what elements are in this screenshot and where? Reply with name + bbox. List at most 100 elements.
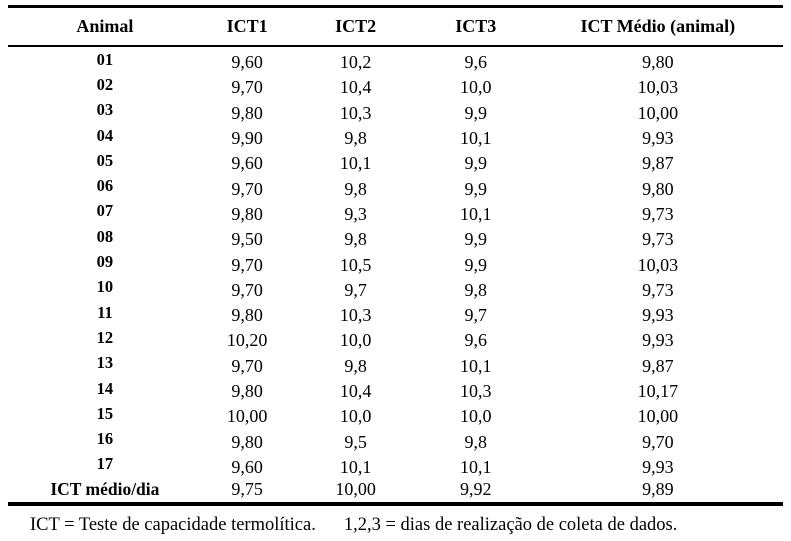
animal-id-cell: 08 xyxy=(96,226,114,246)
value-cell: 9,70 xyxy=(231,77,263,98)
animal-id-cell: 15 xyxy=(96,403,114,423)
value-cell: 10,3 xyxy=(339,102,372,123)
animal-id-cell: 14 xyxy=(96,378,114,398)
value-cell: 9,3 xyxy=(344,203,367,224)
table-row: 08 9,50 9,8 9,9 9,73 xyxy=(8,224,783,250)
value-cell: 9,9 xyxy=(464,102,487,123)
value-cell: 10,1 xyxy=(459,456,492,477)
animal-id-cell: 05 xyxy=(96,150,114,170)
value-cell: 9,60 xyxy=(231,456,263,477)
table-row: 16 9,80 9,5 9,8 9,70 xyxy=(8,426,783,452)
value-cell: 10,20 xyxy=(226,330,268,351)
value-cell: 10,00 xyxy=(226,406,268,427)
table-row: 01 9,60 10,2 9,6 9,80 xyxy=(8,46,783,73)
value-cell: 9,70 xyxy=(642,431,674,452)
value-cell: 10,00 xyxy=(637,102,679,123)
column-header-ict1: ICT1 xyxy=(201,6,293,47)
table-row: 04 9,90 9,8 10,1 9,93 xyxy=(8,123,783,149)
value-cell: 9,9 xyxy=(464,229,487,250)
ict-table: Animal ICT1 ICT2 ICT3 ICT Médio (animal)… xyxy=(8,5,783,507)
value-cell: 9,89 xyxy=(642,479,674,500)
footnote-definition-ict: ICT = Teste de capacidade termolítica. xyxy=(30,515,316,536)
value-cell: 9,80 xyxy=(231,305,263,326)
table-row: 03 9,80 10,3 9,9 10,00 xyxy=(8,98,783,123)
animal-id-cell: 01 xyxy=(96,49,114,69)
value-cell: 9,93 xyxy=(642,330,674,351)
header-row: Animal ICT1 ICT2 ICT3 ICT Médio (animal) xyxy=(8,6,783,47)
value-cell: 9,70 xyxy=(231,254,263,275)
column-header-ict-medio: ICT Médio (animal) xyxy=(532,6,783,47)
value-cell: 10,03 xyxy=(637,77,679,98)
value-cell: 9,92 xyxy=(459,479,492,500)
animal-id-cell: 04 xyxy=(96,125,114,145)
animal-id-cell: 17 xyxy=(96,454,114,474)
value-cell: 10,2 xyxy=(339,52,372,73)
column-header-ict2: ICT2 xyxy=(292,6,419,47)
value-cell: 10,1 xyxy=(459,355,492,376)
value-cell: 9,9 xyxy=(464,153,487,174)
value-cell: 9,80 xyxy=(231,102,263,123)
table-row: 10 9,70 9,7 9,8 9,73 xyxy=(8,275,783,300)
table-row: 07 9,80 9,3 10,1 9,73 xyxy=(8,199,783,224)
value-cell: 10,5 xyxy=(339,254,372,275)
table-row: 11 9,80 10,3 9,7 9,93 xyxy=(8,300,783,326)
value-cell: 9,8 xyxy=(464,279,487,300)
value-cell: 10,0 xyxy=(339,330,372,351)
value-cell: 10,3 xyxy=(459,381,492,401)
value-cell: 10,1 xyxy=(459,203,492,224)
table-row: 05 9,60 10,1 9,9 9,87 xyxy=(8,148,783,174)
value-cell: 10,0 xyxy=(459,406,492,427)
value-cell: 9,9 xyxy=(464,254,487,275)
animal-id-cell: 11 xyxy=(97,302,113,322)
value-cell: 10,00 xyxy=(335,479,376,500)
value-cell: 9,93 xyxy=(642,456,674,477)
animal-id-cell: 13 xyxy=(96,353,114,373)
value-cell: 9,70 xyxy=(231,178,263,199)
value-cell: 9,80 xyxy=(231,381,263,401)
table-row: 12 10,20 10,0 9,6 9,93 xyxy=(8,325,783,351)
value-cell: 9,87 xyxy=(642,355,674,376)
table-row: 17 9,60 10,1 10,1 9,93 xyxy=(8,452,783,477)
summary-label-cell: ICT médio/dia xyxy=(50,479,160,500)
value-cell: 10,0 xyxy=(459,77,492,98)
value-cell: 9,75 xyxy=(231,479,263,500)
value-cell: 9,60 xyxy=(231,52,263,73)
value-cell: 9,6 xyxy=(464,52,487,73)
animal-id-cell: 10 xyxy=(96,277,114,297)
table-body: 01 9,60 10,2 9,6 9,80 02 9,70 10,4 10,0 10,03 03 9,… xyxy=(8,46,783,504)
value-cell: 10,0 xyxy=(339,406,372,427)
value-cell: 9,8 xyxy=(464,431,487,452)
value-cell: 9,80 xyxy=(231,203,263,224)
value-cell: 9,70 xyxy=(231,355,263,376)
value-cell: 9,9 xyxy=(464,178,487,199)
value-cell: 10,1 xyxy=(459,128,492,149)
value-cell: 9,80 xyxy=(642,52,674,73)
animal-id-cell: 12 xyxy=(96,327,114,347)
table-row: 13 9,70 9,8 10,1 9,87 xyxy=(8,351,783,376)
animal-id-cell: 02 xyxy=(96,74,114,94)
value-cell: 9,8 xyxy=(344,355,367,376)
value-cell: 9,90 xyxy=(231,128,263,149)
value-cell: 10,00 xyxy=(637,406,679,427)
value-cell: 9,73 xyxy=(642,229,674,250)
value-cell: 9,7 xyxy=(344,279,367,300)
value-cell: 9,6 xyxy=(464,330,487,351)
value-cell: 9,5 xyxy=(344,431,367,452)
animal-id-cell: 06 xyxy=(96,176,114,196)
value-cell: 9,8 xyxy=(344,128,367,149)
table-row: 15 10,00 10,0 10,0 10,00 xyxy=(8,401,783,427)
table-row: 06 9,70 9,8 9,9 9,80 xyxy=(8,173,783,199)
animal-id-cell: 09 xyxy=(96,252,114,272)
footnote-definition-days: 1,2,3 = dias de realização de coleta de … xyxy=(343,515,678,536)
value-cell: 9,87 xyxy=(642,153,674,174)
value-cell: 9,73 xyxy=(642,203,674,224)
table-row: 02 9,70 10,4 10,0 10,03 xyxy=(8,72,783,98)
value-cell: 10,1 xyxy=(339,153,372,174)
value-cell: 10,03 xyxy=(637,254,679,275)
value-cell: 9,7 xyxy=(464,305,487,326)
value-cell: 10,3 xyxy=(339,305,372,326)
column-header-animal: Animal xyxy=(8,6,202,47)
value-cell: 10,4 xyxy=(339,381,372,401)
table-row: 09 9,70 10,5 9,9 10,03 xyxy=(8,249,783,275)
animal-id-cell: 07 xyxy=(96,201,114,221)
